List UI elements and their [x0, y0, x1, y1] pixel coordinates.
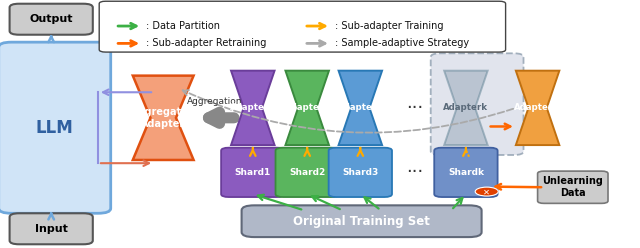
FancyBboxPatch shape	[538, 171, 608, 203]
Text: Output: Output	[29, 14, 73, 24]
Polygon shape	[133, 76, 193, 160]
Polygon shape	[231, 71, 275, 145]
Text: Input: Input	[35, 224, 68, 234]
Text: : Sample-adaptive Strategy: : Sample-adaptive Strategy	[335, 38, 469, 48]
Text: Adapter1: Adapter1	[230, 103, 275, 112]
Polygon shape	[285, 71, 329, 145]
FancyBboxPatch shape	[0, 42, 111, 213]
Text: Shard2: Shard2	[289, 168, 325, 177]
Text: ✕: ✕	[483, 187, 490, 196]
Text: Adapter3: Adapter3	[338, 103, 383, 112]
Text: : Data Partition: : Data Partition	[146, 21, 220, 31]
Text: Shard3: Shard3	[342, 168, 378, 177]
Text: Original Training Set: Original Training Set	[293, 215, 430, 228]
Polygon shape	[339, 71, 382, 145]
Text: Adapterk': Adapterk'	[514, 103, 561, 112]
Text: : Sub-adapter Training: : Sub-adapter Training	[335, 21, 444, 31]
Text: LLM: LLM	[36, 119, 74, 137]
Text: Aggregated
Adapter: Aggregated Adapter	[131, 107, 196, 129]
Text: Shardk: Shardk	[448, 168, 484, 177]
Text: Shard1: Shard1	[235, 168, 271, 177]
FancyBboxPatch shape	[241, 205, 481, 237]
Text: : Sub-adapter Retraining: : Sub-adapter Retraining	[146, 38, 266, 48]
FancyBboxPatch shape	[10, 213, 93, 244]
Polygon shape	[444, 71, 488, 145]
Polygon shape	[516, 71, 559, 145]
Circle shape	[475, 187, 499, 196]
FancyBboxPatch shape	[431, 53, 524, 155]
Text: Adapterk: Adapterk	[444, 103, 488, 112]
Text: ···: ···	[406, 163, 423, 181]
Text: Unlearning
Data: Unlearning Data	[542, 176, 604, 198]
FancyBboxPatch shape	[221, 148, 285, 197]
FancyBboxPatch shape	[435, 148, 498, 197]
FancyBboxPatch shape	[329, 148, 392, 197]
FancyBboxPatch shape	[10, 4, 93, 35]
Text: Aggregation: Aggregation	[188, 97, 243, 106]
Text: ···: ···	[406, 99, 423, 117]
Text: Adapter2: Adapter2	[285, 103, 330, 112]
FancyBboxPatch shape	[99, 1, 506, 52]
FancyBboxPatch shape	[275, 148, 339, 197]
